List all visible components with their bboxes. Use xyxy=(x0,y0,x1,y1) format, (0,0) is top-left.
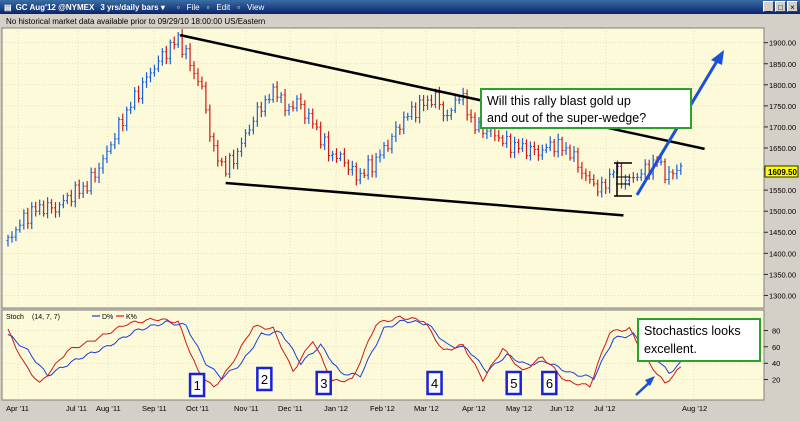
view-menu-icon: ▫ xyxy=(237,2,241,12)
k-percent-line xyxy=(7,315,682,388)
rally-callout: Will this rally blast gold up and out of… xyxy=(480,88,692,129)
price-tick-label: 1700.00 xyxy=(769,123,796,132)
stoch-arrow xyxy=(635,376,655,396)
cycle-number-label: 5 xyxy=(510,376,517,391)
cycle-number-box xyxy=(256,366,273,392)
k-legend-label: K% xyxy=(126,314,137,321)
time-tick-label: May '12 xyxy=(506,404,532,413)
close-icon[interactable]: × xyxy=(787,1,798,12)
price-tick-label: 1900.00 xyxy=(769,39,796,48)
time-tick-label: Jul '12 xyxy=(594,404,615,413)
edit-menu-icon: ▫ xyxy=(206,2,210,12)
lower-wedge-line xyxy=(225,181,624,217)
timeframe-label: 3 yrs/daily bars xyxy=(100,2,159,12)
stoch-grid xyxy=(3,310,763,400)
time-tick-label: Feb '12 xyxy=(370,404,395,413)
time-tick-label: Jul '11 xyxy=(66,404,87,413)
time-tick-label: Oct '11 xyxy=(186,404,209,413)
price-tick-label: 1750.00 xyxy=(769,102,796,111)
stoch-header: Stoch (14, 7, 7) D% K% xyxy=(6,314,137,321)
price-tick-label: 1300.00 xyxy=(769,291,796,300)
cycle-number-label: 4 xyxy=(431,376,438,391)
minimize-icon[interactable]: _ xyxy=(763,1,774,12)
cycle-number-label: 1 xyxy=(194,378,201,393)
price-tick-label: 1800.00 xyxy=(769,81,796,90)
menu-file[interactable]: File xyxy=(186,2,200,12)
price-bars xyxy=(6,29,683,247)
d-legend-label: D% xyxy=(102,314,113,321)
cycle-number-label: 2 xyxy=(261,372,268,387)
menu-bar: ▫ File ▫ Edit ▫ View xyxy=(175,3,266,12)
cycle-number-box xyxy=(188,372,206,398)
price-tick-label: 1850.00 xyxy=(769,60,796,69)
stoch-callout-text-2: excellent. xyxy=(644,342,697,356)
menu-view[interactable]: View xyxy=(247,2,265,12)
time-tick-label: Apr '12 xyxy=(462,404,486,413)
cycle-number-label: 3 xyxy=(320,376,327,391)
price-tick-label: 1400.00 xyxy=(769,249,796,258)
stoch-tick-label: 60 xyxy=(772,343,780,352)
price-tick-label: 1350.00 xyxy=(769,270,796,279)
d-percent-line xyxy=(7,319,682,381)
price-tick-label: 1550.00 xyxy=(769,186,796,195)
cycle-number-box xyxy=(426,370,443,396)
symbol-label: GC Aug'12 @NYMEX xyxy=(15,2,95,12)
cycle-number-box xyxy=(315,370,332,396)
window-controls: _ □ × xyxy=(763,1,798,12)
maximize-icon[interactable]: □ xyxy=(775,1,786,12)
chevron-down-icon: ▾ xyxy=(160,2,165,12)
time-tick-label: Aug '11 xyxy=(96,404,121,413)
file-menu-icon: ▫ xyxy=(176,2,180,12)
time-tick-label: Mar '12 xyxy=(414,404,439,413)
menu-edit[interactable]: Edit xyxy=(216,2,231,12)
time-tick-label: Nov '11 xyxy=(234,404,259,413)
stoch-lines xyxy=(7,315,682,388)
price-panel[interactable] xyxy=(1,27,765,309)
stoch-params: (14, 7, 7) xyxy=(32,314,60,321)
time-tick-label: Jun '12 xyxy=(550,404,574,413)
time-tick-label: Dec '11 xyxy=(278,404,303,413)
cycle-number-boxes: 1 2 3 4 5 6 xyxy=(188,366,558,398)
price-grid xyxy=(3,28,763,308)
trendlines xyxy=(179,33,705,217)
upper-wedge-line xyxy=(179,33,705,151)
stoch-tick-label: 20 xyxy=(772,376,780,385)
time-tick-label: Aug '12 xyxy=(682,404,707,413)
cycle-number-box xyxy=(541,370,558,396)
current-price-marker xyxy=(764,165,799,178)
time-tick-label: Apr '11 xyxy=(6,404,29,413)
cycle-number-label: 6 xyxy=(546,376,553,391)
rally-callout-text-2: and out of the super-wedge? xyxy=(487,111,646,125)
price-tick-label: 1450.00 xyxy=(769,228,796,237)
chart-area[interactable]: No historical market data available prio… xyxy=(0,14,800,416)
current-price-label: 1609.50 xyxy=(768,168,797,177)
price-chart-svg[interactable]: No historical market data available prio… xyxy=(0,14,800,416)
time-tick-label: Jan '12 xyxy=(324,404,348,413)
time-tick-label: Sep '11 xyxy=(142,404,167,413)
stoch-tick-label: 80 xyxy=(772,326,780,335)
price-tick-label: 1650.00 xyxy=(769,144,796,153)
price-tick-label: 1500.00 xyxy=(769,207,796,216)
time-axis: Apr '11 Jul '11 Aug '11 Sep '11 Oct '11 Nov '… xyxy=(6,404,707,413)
stoch-tick-label: 40 xyxy=(772,359,780,368)
timeframe-dropdown[interactable]: 3 yrs/daily bars ▾ xyxy=(100,3,165,12)
title-bar[interactable]: ▤ GC Aug'12 @NYMEX 3 yrs/daily bars ▾ ▫ … xyxy=(0,0,800,14)
stoch-callout-text-1: Stochastics looks xyxy=(644,324,741,338)
stoch-axis: 80 60 40 20 xyxy=(764,326,780,385)
stoch-callout: Stochastics looks excellent. xyxy=(637,318,761,362)
stoch-label: Stoch xyxy=(6,314,24,321)
price-target-bracket xyxy=(614,162,632,197)
cycle-number-box xyxy=(505,370,522,396)
chart-window-icon: ▤ xyxy=(4,2,12,12)
no-history-notice: No historical market data available prio… xyxy=(6,17,265,26)
rally-callout-text-1: Will this rally blast gold up xyxy=(487,94,631,108)
